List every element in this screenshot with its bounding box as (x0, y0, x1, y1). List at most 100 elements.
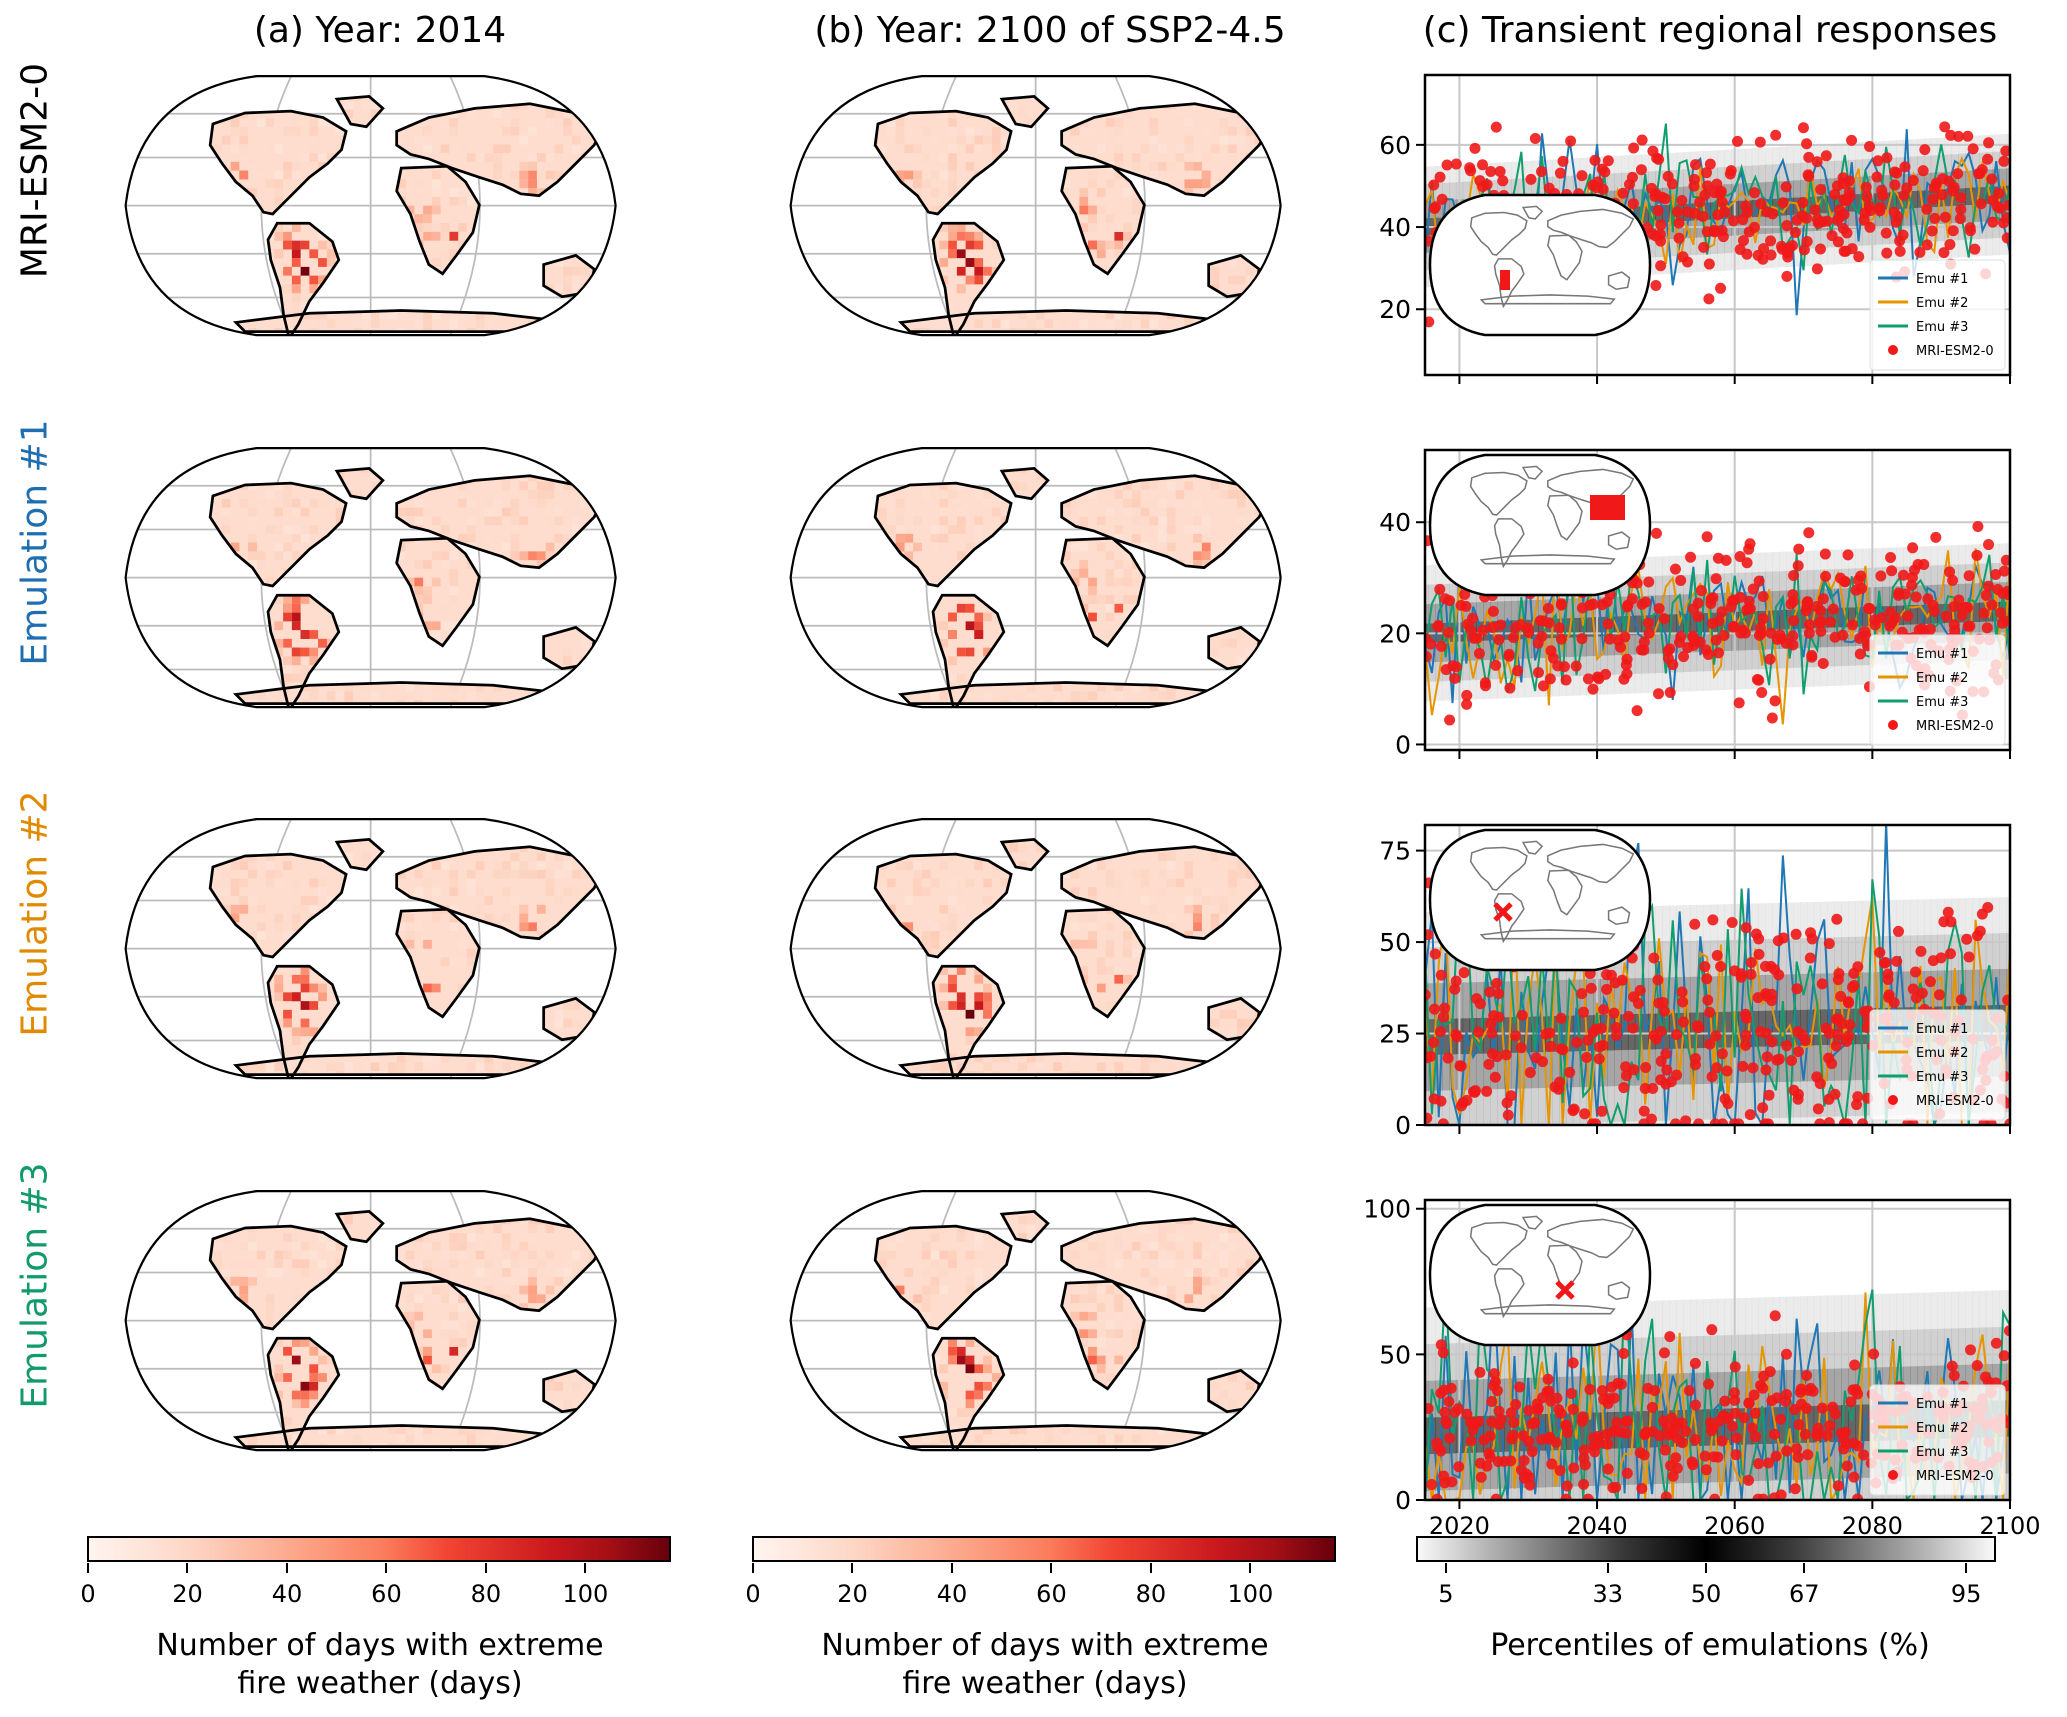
model-point (1838, 1443, 1850, 1455)
percentile-band (1882, 900, 1890, 937)
percentile-band (1545, 1487, 1553, 1500)
percentile-band (1559, 1340, 1567, 1377)
model-point (1823, 1117, 1835, 1125)
percentile-band (1806, 214, 1815, 232)
percentile-band (1841, 160, 1849, 178)
percentile-band (1972, 1291, 1980, 1328)
percentile-band (1627, 189, 1636, 207)
percentile-band (1621, 577, 1629, 597)
model-point (1782, 251, 1794, 263)
model-point (1829, 631, 1841, 643)
percentile-band (1861, 548, 1870, 568)
percentile-band (1999, 968, 2007, 1005)
percentile-band (1510, 1124, 1519, 1125)
coastline (1060, 164, 1146, 276)
percentile-band (1442, 1126, 1449, 1162)
model-point (1690, 635, 1702, 647)
percentile-band (1614, 978, 1622, 1015)
model-point (1837, 223, 1849, 235)
percentile-band (1627, 155, 1636, 173)
percentile-band (2006, 1326, 2010, 1364)
model-point (1621, 601, 1633, 613)
percentile-band (1999, 237, 2007, 255)
percentile-band (1717, 1011, 1725, 1048)
model-point (1816, 978, 1828, 990)
percentile-band (1717, 904, 1725, 941)
percentile-band (1710, 1482, 1718, 1500)
model-point (1743, 1474, 1755, 1486)
percentile-band (1703, 1012, 1711, 1049)
percentile-band (1483, 981, 1491, 1018)
percentile-band (1875, 192, 1883, 211)
percentile-band (1779, 163, 1787, 182)
coastline (266, 593, 341, 708)
model-point (1642, 617, 1654, 629)
colorbar-fire-b-tick-label: 80 (1135, 1580, 1167, 1608)
model-point (1480, 680, 1492, 692)
model-point (1469, 1086, 1481, 1098)
percentile-band (1910, 1329, 1918, 1367)
percentile-band (1758, 903, 1766, 940)
percentile-band (1806, 570, 1815, 590)
percentile-band (1965, 622, 1973, 642)
model-point (1450, 1029, 1462, 1041)
percentile-band (1848, 587, 1856, 608)
percentile-band (1669, 152, 1677, 170)
model-point (1963, 570, 1975, 582)
model-point (1948, 601, 1960, 613)
percentile-band (1559, 1123, 1567, 1125)
percentile-band (1504, 1415, 1512, 1452)
model-point (1568, 1462, 1580, 1474)
model-point (1440, 1415, 1452, 1427)
model-point (1821, 215, 1833, 227)
model-point (1753, 933, 1765, 945)
model-point (1589, 154, 1601, 166)
model-point (1447, 660, 1459, 672)
model-point (1541, 1386, 1553, 1398)
percentile-band (1662, 556, 1670, 576)
percentile-band (1772, 938, 1780, 975)
percentile-band (1710, 1083, 1718, 1120)
model-point (1561, 1480, 1573, 1492)
model-point (1741, 1012, 1753, 1024)
percentile-band (1937, 1292, 1945, 1329)
percentile-band (1462, 1054, 1470, 1090)
percentile-band (1703, 1445, 1711, 1483)
percentile-band (1923, 1292, 1932, 1330)
percentile-band (1820, 195, 1828, 214)
percentile-band (1827, 666, 1835, 686)
percentile-band (1683, 574, 1691, 595)
model-point (1856, 582, 1868, 594)
percentile-band (1510, 600, 1519, 621)
model-point (1902, 610, 1914, 622)
legend-label: Emu #1 (1916, 647, 1968, 662)
model-point (1702, 648, 1714, 660)
percentile-band (1793, 1333, 1801, 1370)
percentile-band (1676, 169, 1684, 187)
percentile-band (1428, 642, 1436, 663)
colorbar-label-line2: fire weather (days) (237, 1666, 523, 1701)
percentile-band (1497, 1017, 1505, 1054)
model-point (1934, 989, 1946, 1001)
percentile-band (1435, 183, 1443, 201)
inset-coastline (1547, 208, 1635, 249)
model-point (1846, 981, 1858, 993)
model-point (1587, 1118, 1598, 1125)
percentile-band (1744, 1371, 1753, 1408)
model-point (1777, 197, 1789, 209)
percentile-band (1586, 1050, 1594, 1087)
percentile-band (1793, 163, 1801, 181)
model-point (1628, 142, 1640, 154)
percentile-band (1717, 592, 1725, 613)
model-point (1544, 1027, 1556, 1039)
model-point (1762, 1118, 1774, 1125)
percentile-band (1944, 584, 1952, 604)
model-point (1913, 624, 1925, 636)
percentile-band (1889, 140, 1897, 158)
percentile-band (2006, 897, 2010, 933)
model-point (1442, 1052, 1454, 1064)
percentile-band (1586, 656, 1594, 676)
model-point (1652, 688, 1664, 700)
percentile-band (1504, 620, 1512, 640)
colorbar-fire-b-tick-label: 0 (745, 1580, 761, 1608)
